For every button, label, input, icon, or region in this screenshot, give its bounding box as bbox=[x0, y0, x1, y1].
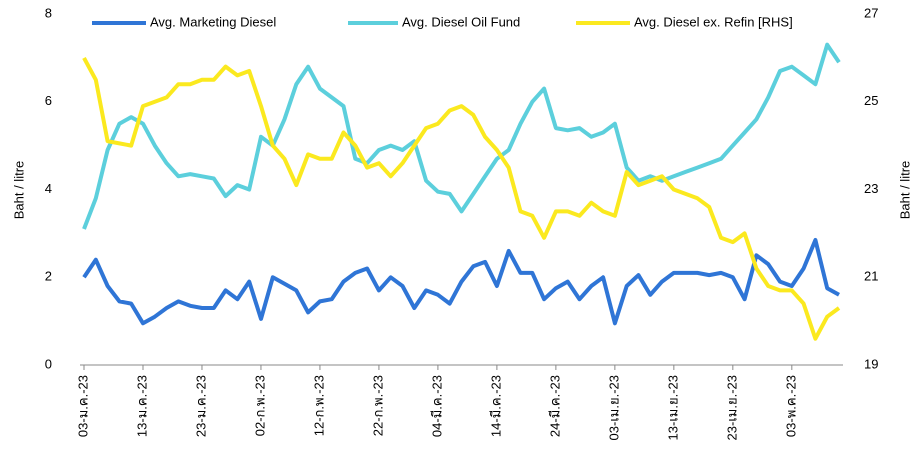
legend-label: Avg. Diesel ex. Refin [RHS] bbox=[634, 14, 793, 29]
y2-tick-label: 19 bbox=[864, 356, 878, 371]
x-tick-label: 03-เม.ย.-23 bbox=[606, 375, 621, 440]
y-tick-label: 0 bbox=[45, 356, 52, 371]
y2-tick-label: 21 bbox=[864, 269, 878, 284]
y-tick-label: 4 bbox=[45, 181, 52, 196]
x-tick-label: 13-ม.ค.-23 bbox=[134, 375, 149, 437]
series-line bbox=[82, 42, 841, 230]
x-tick-label: 24-มี.ค.-23 bbox=[547, 375, 562, 437]
y2-tick-label: 25 bbox=[864, 93, 878, 108]
y2-tick-label: 23 bbox=[864, 181, 878, 196]
x-tick-label: 13-เม.ย.-23 bbox=[665, 375, 680, 440]
legend-label: Avg. Marketing Diesel bbox=[150, 14, 276, 29]
x-tick-label: 02-ก.พ.-23 bbox=[252, 375, 267, 436]
x-tick-label: 03-พ.ค.-23 bbox=[783, 375, 798, 437]
x-tick-label: 14-มี.ค.-23 bbox=[488, 375, 503, 437]
legend-label: Avg. Diesel Oil Fund bbox=[402, 14, 520, 29]
series-line bbox=[82, 238, 840, 326]
x-tick-label: 04-มี.ค.-23 bbox=[429, 375, 444, 437]
y-tick-label: 8 bbox=[45, 5, 52, 20]
series-line bbox=[82, 56, 841, 341]
legend-box bbox=[86, 12, 826, 34]
x-tick-label: 23-เม.ย.-23 bbox=[724, 375, 739, 440]
x-tick-label: 12-ก.พ.-23 bbox=[311, 375, 326, 436]
y2-tick-label: 27 bbox=[864, 5, 878, 20]
y-axis-label: Baht / litre bbox=[11, 161, 26, 220]
x-tick-label: 22-ก.พ.-23 bbox=[370, 375, 385, 436]
y-tick-label: 2 bbox=[45, 269, 52, 284]
y2-axis-label: Baht / litre bbox=[897, 161, 912, 220]
x-tick-label: 23-ม.ค.-23 bbox=[193, 375, 208, 437]
y-tick-label: 6 bbox=[45, 93, 52, 108]
x-tick-label: 03-ม.ค.-23 bbox=[75, 375, 90, 437]
